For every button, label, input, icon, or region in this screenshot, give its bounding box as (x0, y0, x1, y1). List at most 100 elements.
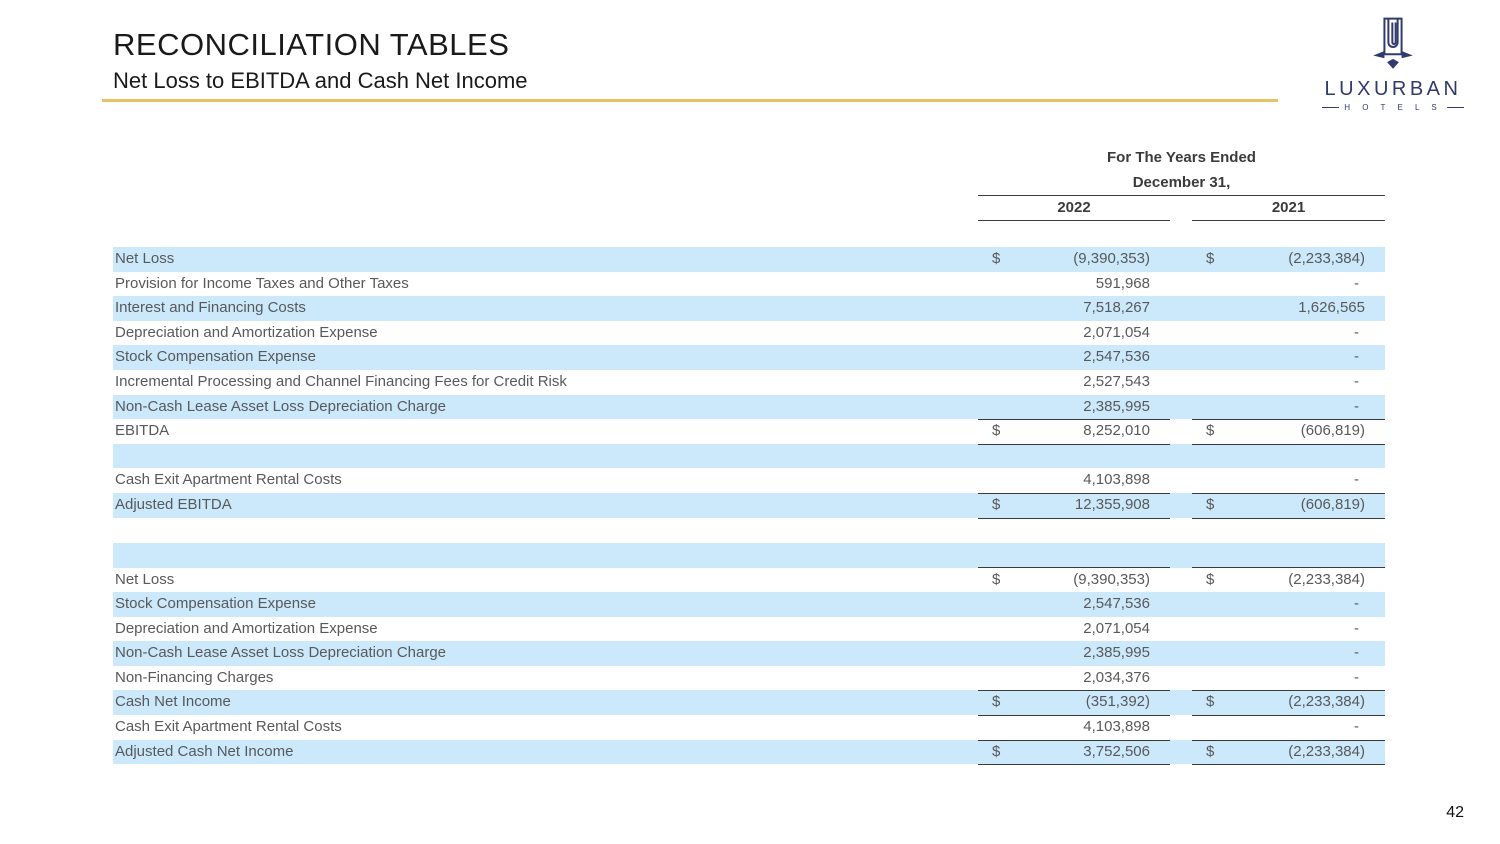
amount: 2,385,995 (1083, 397, 1150, 415)
value-2021: - (1192, 592, 1385, 617)
value-2022: 4,103,898 (978, 715, 1170, 741)
amount: - (1354, 668, 1359, 686)
value-2022: 2,385,995 (978, 395, 1170, 421)
luxurban-logo: LUXURBAN H O T E L S (1322, 12, 1465, 112)
amount: 8,252,010 (1083, 422, 1150, 440)
value-2022: 2,034,376 (978, 666, 1170, 692)
amount: - (1354, 397, 1359, 415)
table-row: Non-Financing Charges 2,034,376 - (113, 666, 1385, 692)
table-row: Non-Cash Lease Asset Loss Depreciation C… (113, 641, 1385, 666)
value-2021: - (1192, 370, 1385, 395)
amount: (606,819) (1300, 495, 1365, 513)
value-2021: $ (2,233,384) (1192, 740, 1385, 766)
row-label: Cash Exit Apartment Rental Costs (115, 718, 342, 736)
value-2021: - (1192, 272, 1385, 297)
row-label: Interest and Financing Costs (115, 299, 306, 317)
value-2021: - (1192, 641, 1385, 666)
amount: 4,103,898 (1083, 718, 1150, 736)
currency-symbol: $ (992, 742, 1001, 760)
value-2021: $ (606,819) (1192, 419, 1385, 445)
table-row: Interest and Financing Costs 7,518,267 1,6… (113, 296, 1385, 321)
currency-symbol: $ (992, 422, 1001, 440)
currency-symbol: $ (992, 693, 1001, 711)
value-2021 (1192, 543, 1385, 568)
table-row: Cash Exit Apartment Rental Costs 4,103,89… (113, 468, 1385, 494)
amount: (606,819) (1300, 422, 1365, 440)
row-label: Net Loss (115, 570, 175, 588)
value-2022: 4,103,898 (978, 468, 1170, 494)
amount: 2,527,543 (1083, 372, 1150, 390)
currency-symbol: $ (1206, 495, 1215, 513)
page-number: 42 (1446, 804, 1464, 821)
value-2021: $ (2,233,384) (1192, 690, 1385, 717)
table-row: Cash Exit Apartment Rental Costs 4,103,89… (113, 715, 1385, 741)
value-2021: $ (2,233,384) (1192, 247, 1385, 272)
value-2022: $ (351,392) (978, 690, 1170, 717)
value-2022: 2,527,543 (978, 370, 1170, 395)
value-2022: 2,547,536 (978, 592, 1170, 617)
row-label: Stock Compensation Expense (115, 348, 316, 366)
row-label: Adjusted EBITDA (115, 495, 232, 513)
value-2021: - (1192, 715, 1385, 741)
currency-symbol: $ (1206, 742, 1215, 760)
title-block: RECONCILIATION TABLES Net Loss to EBITDA… (113, 26, 528, 96)
amount: - (1354, 348, 1359, 366)
row-label: Incremental Processing and Channel Finan… (115, 372, 567, 390)
row-label: Stock Compensation Expense (115, 595, 316, 613)
column-header-2021: 2021 (1192, 196, 1385, 221)
table-row: Adjusted Cash Net Income $3,752,506 $ (2,23… (113, 739, 1385, 766)
column-header-2022: 2022 (978, 196, 1170, 221)
amount: 12,355,908 (1074, 495, 1150, 513)
amount: (9,390,353) (1073, 250, 1150, 267)
value-2022: 2,547,536 (978, 345, 1170, 370)
period-header-line2: December 31, (1132, 174, 1231, 191)
logo-rule-right (1446, 107, 1465, 108)
value-2022: $ (9,390,353) (978, 247, 1170, 272)
row-label: Cash Net Income (115, 693, 231, 711)
value-2022 (978, 444, 1170, 469)
amount: 2,385,995 (1083, 644, 1150, 662)
row-label: EBITDA (115, 422, 170, 440)
value-2021 (1192, 444, 1385, 469)
amount: 2,071,054 (1083, 619, 1150, 637)
amount: - (1354, 471, 1359, 489)
table-row: Net Loss $ (9,390,353) $ (2,233,384) (113, 568, 1385, 593)
table-row: Adjusted EBITDA $12,355,908 $ (606,819) (113, 492, 1385, 519)
currency-symbol: $ (992, 495, 1001, 513)
row-label (113, 543, 978, 568)
amount: (2,233,384) (1288, 570, 1365, 588)
value-2021: 1,626,565 (1192, 296, 1385, 321)
value-2021: - (1192, 345, 1385, 370)
value-2022: 591,968 (978, 272, 1170, 297)
value-2022: $8,252,010 (978, 419, 1170, 445)
table-row: Stock Compensation Expense 2,547,536 - (113, 592, 1385, 617)
amount: 1,626,565 (1298, 299, 1365, 317)
row-label: Non-Financing Charges (115, 668, 274, 686)
currency-symbol: $ (992, 250, 1001, 267)
row-label: Non-Cash Lease Asset Loss Depreciation C… (115, 644, 447, 662)
value-2022: 2,385,995 (978, 641, 1170, 666)
table-row: Net Loss $ (9,390,353) $ (2,233,384) (113, 247, 1385, 272)
value-2022: 7,518,267 (978, 296, 1170, 321)
currency-symbol: $ (992, 570, 1001, 588)
table-row: Incremental Processing and Channel Finan… (113, 370, 1385, 395)
year-header-row: 2022 2021 (113, 196, 1385, 221)
table-row: Provision for Income Taxes and Other Tax… (113, 272, 1385, 297)
spacer-row (113, 542, 1385, 568)
value-2022: $12,355,908 (978, 493, 1170, 519)
value-2021: - (1192, 321, 1385, 346)
table-section-cash-net-income: Net Loss $ (9,390,353) $ (2,233,384) Stock Co… (113, 542, 1385, 766)
accent-divider (102, 99, 1278, 102)
row-label: Provision for Income Taxes and Other Tax… (115, 274, 409, 292)
value-2021: $ (2,233,384) (1192, 568, 1385, 593)
table-row: Cash Net Income $ (351,392) $ (2,233,384) (113, 690, 1385, 717)
amount: 2,034,376 (1083, 668, 1150, 686)
amount: - (1354, 644, 1359, 662)
value-2022 (978, 543, 1170, 568)
value-2022: 2,071,054 (978, 321, 1170, 346)
amount: - (1354, 274, 1359, 292)
currency-symbol: $ (1206, 250, 1215, 267)
logo-tagline-text: H O T E L S (1344, 103, 1442, 112)
row-label: Net Loss (115, 250, 175, 267)
